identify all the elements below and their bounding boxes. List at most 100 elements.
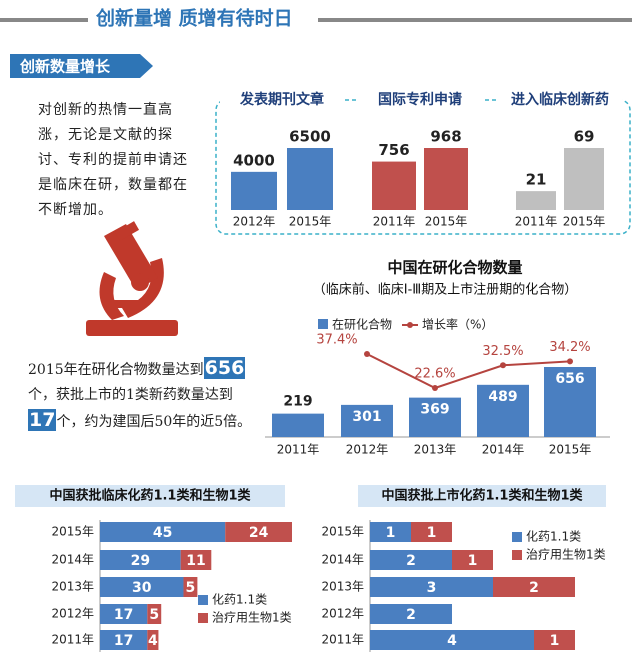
value-label: 1: [386, 525, 396, 541]
title-backdrop: [220, 90, 344, 110]
chart-title: 中国获批上市化药1.1类和生物1类: [381, 488, 583, 504]
x-tick-label: 2014年: [482, 443, 525, 457]
section-title: 创新数量增长: [19, 58, 111, 76]
value-label: 301: [352, 409, 381, 425]
x-tick-label: 2015年: [549, 443, 592, 457]
chart-title: 中国在研化合物数量: [387, 259, 522, 277]
value-label: 2: [406, 553, 416, 569]
value-label: 489: [488, 389, 517, 405]
bar-segment: [370, 522, 411, 542]
value-label: 29: [131, 553, 150, 569]
bar: [231, 171, 277, 210]
title-banner: [358, 485, 606, 507]
bar-segment: [370, 630, 534, 650]
bar-segment: [370, 577, 493, 597]
value-label: 34.2%: [549, 340, 590, 355]
bar-segment: [147, 604, 162, 624]
legend-swatch: [512, 532, 522, 542]
value-label: 22.6%: [414, 367, 455, 382]
value-label: 1: [550, 633, 560, 649]
x-tick-label: 2015年: [289, 215, 332, 229]
bar-segment: [100, 604, 148, 624]
legend-label: 治疗用生物1类: [526, 548, 606, 562]
x-tick-label: 2011年: [373, 215, 416, 229]
point: [364, 351, 370, 357]
value-label: 21: [526, 171, 547, 189]
x-tick-label: 2012年: [233, 215, 276, 229]
value-label: 4000: [233, 151, 275, 169]
value-label: 17: [114, 633, 133, 649]
value-label: 17: [114, 607, 133, 623]
bar: [424, 148, 468, 210]
value-label: 369: [420, 402, 449, 418]
x-tick-label: 2012年: [346, 443, 389, 457]
bar-segment: [100, 577, 184, 597]
y-tick-label: 2015年: [321, 525, 364, 539]
value-label: 45: [153, 525, 172, 541]
title-banner: [15, 485, 285, 507]
x-tick-label: 2015年: [563, 215, 606, 229]
value-label: 4: [447, 633, 457, 649]
value-label: 968: [430, 128, 461, 146]
y-tick-label: 2014年: [321, 553, 364, 567]
legend-swatch: [318, 319, 328, 329]
y-tick-label: 2012年: [51, 607, 94, 621]
bar: [516, 191, 556, 210]
bar: [544, 367, 596, 437]
bar-segment: [100, 522, 226, 542]
value-label: 5: [149, 607, 159, 623]
bar-segment: [411, 522, 452, 542]
y-tick-label: 2011年: [321, 633, 364, 647]
value-label: 2: [529, 580, 539, 596]
y-tick-label: 2013年: [321, 580, 364, 594]
value-label: 32.5%: [482, 344, 523, 359]
y-tick-label: 2015年: [51, 525, 94, 539]
point: [500, 362, 506, 369]
note-text: 2015年在研化合物数量达到656 个，获批上市的1类新药数量达到 17个，约为建国…: [28, 356, 260, 435]
bar-segment: [100, 550, 181, 570]
bar-segment: [534, 630, 575, 650]
value-label: 756: [378, 141, 409, 159]
legend-label: 治疗用生物1类: [212, 611, 292, 625]
legend-label: 在研化合物: [332, 317, 392, 332]
title-backdrop: [358, 90, 482, 110]
legend-label: 化药1.1类: [526, 530, 581, 544]
line: [366, 353, 571, 390]
bar: [341, 404, 393, 437]
bar-segment: [183, 577, 198, 597]
y-tick-label: 2014年: [51, 553, 94, 567]
highlight-number: 656: [203, 357, 246, 379]
highlight-number: 17: [28, 409, 57, 431]
section-tab: [10, 54, 153, 78]
bar-segment: [493, 577, 575, 597]
bar-segment: [370, 604, 452, 624]
note-part: 个，获批上市的1类新药数量达到: [28, 387, 233, 403]
bar: [477, 384, 529, 437]
intro-text: 对创新的热情一直高涨，无论是文献的探讨、专利的提前申请还是临床在研，数量都在不断…: [38, 102, 188, 218]
note-part: 个，约为建国后50年的近5倍。: [56, 414, 252, 430]
chart-title: 中国获批临床化药1.1类和生物1类: [49, 488, 251, 504]
value-label: 69: [574, 128, 595, 146]
bar-segment: [147, 630, 159, 650]
legend-label: 化药1.1类: [212, 593, 267, 607]
value-label: 1: [468, 553, 478, 569]
bar: [287, 148, 333, 210]
legend-swatch: [198, 595, 208, 605]
bar-segment: [225, 522, 292, 542]
bar-segment: [452, 550, 493, 570]
value-label: 656: [555, 371, 584, 387]
x-tick-label: 2011年: [515, 215, 558, 229]
point: [567, 358, 573, 365]
legend-swatch: [512, 550, 522, 560]
bar-segment: [370, 550, 452, 570]
bar: [564, 148, 604, 210]
x-tick-label: 2011年: [277, 443, 320, 457]
value-label: 2: [406, 607, 416, 623]
chart-title: 国际专利申请: [378, 91, 462, 108]
value-label: 5: [186, 580, 196, 596]
x-tick-label: 2015年: [425, 215, 468, 229]
bar: [372, 161, 416, 210]
chart-title: 发表期刊文章: [239, 91, 324, 108]
